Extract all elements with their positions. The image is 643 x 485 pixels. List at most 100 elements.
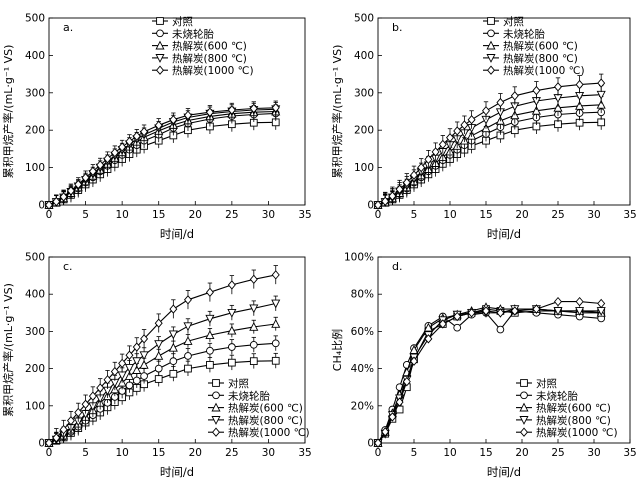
x-tick-label: 25 bbox=[551, 209, 564, 221]
y-tick-label: 500 bbox=[354, 13, 374, 25]
data-point bbox=[184, 364, 192, 373]
data-point bbox=[118, 142, 127, 152]
legend-marker bbox=[486, 40, 496, 50]
data-point bbox=[66, 415, 75, 426]
x-tick-label: 5 bbox=[411, 209, 418, 221]
legend-marker bbox=[519, 402, 529, 412]
x-tick-label: 5 bbox=[411, 447, 418, 459]
data-point bbox=[154, 318, 163, 328]
data-point bbox=[154, 120, 163, 131]
legend-marker bbox=[211, 402, 221, 412]
data-point bbox=[409, 345, 419, 354]
x-tick-label: 15 bbox=[152, 447, 165, 459]
data-point bbox=[59, 424, 68, 435]
series-line bbox=[377, 104, 602, 206]
data-point bbox=[249, 103, 258, 114]
x-tick-label: 15 bbox=[152, 209, 165, 221]
x-tick-label: 25 bbox=[225, 209, 238, 221]
legend-marker bbox=[520, 379, 528, 387]
y-tick-label: 80% bbox=[351, 289, 374, 301]
legend-entry: 对照 bbox=[536, 377, 557, 390]
data-point bbox=[438, 319, 447, 329]
data-point bbox=[271, 299, 281, 309]
data-point bbox=[205, 314, 215, 324]
y-tick-label: 0 bbox=[367, 200, 374, 212]
data-point bbox=[402, 376, 411, 387]
legend-entry: 对照 bbox=[172, 15, 193, 28]
chart-panel-1: 0 5 10 15 20 25 30 35 0 100 200 300 400 500 a. 时间/d 累积甲烷… bbox=[1, 13, 312, 242]
data-point bbox=[553, 102, 563, 112]
data-point bbox=[125, 136, 134, 147]
chart-panel-2: 0 5 10 15 20 25 30 35 0 100 200 300 400 500 b. 时间/d 累积甲烷… bbox=[330, 13, 637, 242]
data-point bbox=[446, 132, 454, 143]
data-point bbox=[110, 147, 119, 158]
x-tick-label: 20 bbox=[189, 447, 202, 459]
series-line bbox=[48, 107, 276, 206]
data-point bbox=[438, 139, 447, 150]
x-tick-label: 0 bbox=[46, 209, 53, 221]
x-tick-label: 0 bbox=[46, 447, 53, 459]
y-tick-label: 100 bbox=[354, 162, 374, 174]
data-point bbox=[271, 103, 280, 113]
data-point bbox=[271, 356, 280, 365]
data-point bbox=[96, 383, 105, 393]
data-point bbox=[66, 186, 75, 196]
data-point bbox=[381, 427, 390, 437]
y-tick-label: 500 bbox=[25, 13, 45, 25]
x-tick-label: 35 bbox=[623, 447, 636, 459]
y-tick-label: 60% bbox=[351, 326, 374, 338]
data-point bbox=[575, 307, 585, 316]
legend-entry: 未烧轮胎 bbox=[172, 27, 214, 40]
data-point bbox=[169, 369, 178, 378]
data-point bbox=[227, 280, 236, 290]
x-tick-label: 30 bbox=[262, 447, 275, 459]
data-point bbox=[132, 376, 141, 385]
data-point bbox=[496, 308, 505, 318]
legend-entry: 热解炭(800 ℃) bbox=[503, 52, 578, 65]
y-tick-label: 500 bbox=[25, 252, 45, 264]
data-point bbox=[154, 350, 164, 360]
legend-marker bbox=[212, 379, 220, 387]
panel-label: b. bbox=[392, 21, 402, 34]
y-tick-label: 400 bbox=[25, 50, 45, 62]
data-point bbox=[168, 330, 178, 340]
x-tick-label: 20 bbox=[515, 447, 528, 459]
legend-marker bbox=[520, 391, 528, 400]
data-point bbox=[125, 381, 134, 390]
data-point bbox=[597, 298, 606, 309]
data-point bbox=[154, 340, 164, 350]
x-tick-label: 15 bbox=[479, 447, 492, 459]
legend-marker bbox=[519, 416, 529, 425]
legend-entry: 热解炭(600 ℃) bbox=[172, 40, 247, 53]
data-point bbox=[45, 438, 53, 448]
data-point bbox=[140, 372, 148, 380]
data-point bbox=[453, 126, 462, 136]
data-point bbox=[597, 118, 606, 127]
legend-marker bbox=[156, 17, 164, 25]
y-tick-label: 400 bbox=[354, 50, 374, 62]
legend-entry: 热解炭(800 ℃) bbox=[536, 414, 611, 427]
data-point bbox=[81, 399, 90, 410]
legend-entry: 热解炭(800 ℃) bbox=[172, 52, 247, 65]
legend-marker bbox=[212, 391, 220, 400]
legend-entry: 热解炭(1000 ℃) bbox=[172, 64, 254, 77]
chart-panel-4: 0 5 10 15 20 25 30 35 0 20% 40% 60% 80% 100% d. 时间/d CH₄… bbox=[330, 252, 637, 480]
data-point bbox=[118, 358, 127, 369]
x-tick-label: 35 bbox=[298, 447, 311, 459]
data-point bbox=[575, 100, 585, 110]
data-point bbox=[81, 173, 90, 183]
data-point bbox=[532, 85, 541, 96]
x-tick-label: 20 bbox=[189, 209, 202, 221]
y-tick-label: 0 bbox=[38, 200, 45, 212]
data-point bbox=[388, 191, 397, 201]
y-tick-label: 300 bbox=[25, 87, 45, 99]
legend-entry: 热解炭(600 ℃) bbox=[536, 402, 611, 415]
data-point bbox=[183, 322, 193, 332]
data-point bbox=[453, 323, 462, 332]
data-point bbox=[575, 296, 584, 307]
legend-entry: 热解炭(1000 ℃) bbox=[228, 426, 310, 439]
data-point bbox=[103, 375, 112, 385]
data-point bbox=[132, 131, 141, 141]
data-point bbox=[132, 365, 142, 374]
data-point bbox=[228, 343, 236, 351]
